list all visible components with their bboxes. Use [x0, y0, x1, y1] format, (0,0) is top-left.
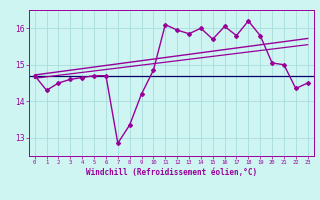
X-axis label: Windchill (Refroidissement éolien,°C): Windchill (Refroidissement éolien,°C) — [86, 168, 257, 177]
